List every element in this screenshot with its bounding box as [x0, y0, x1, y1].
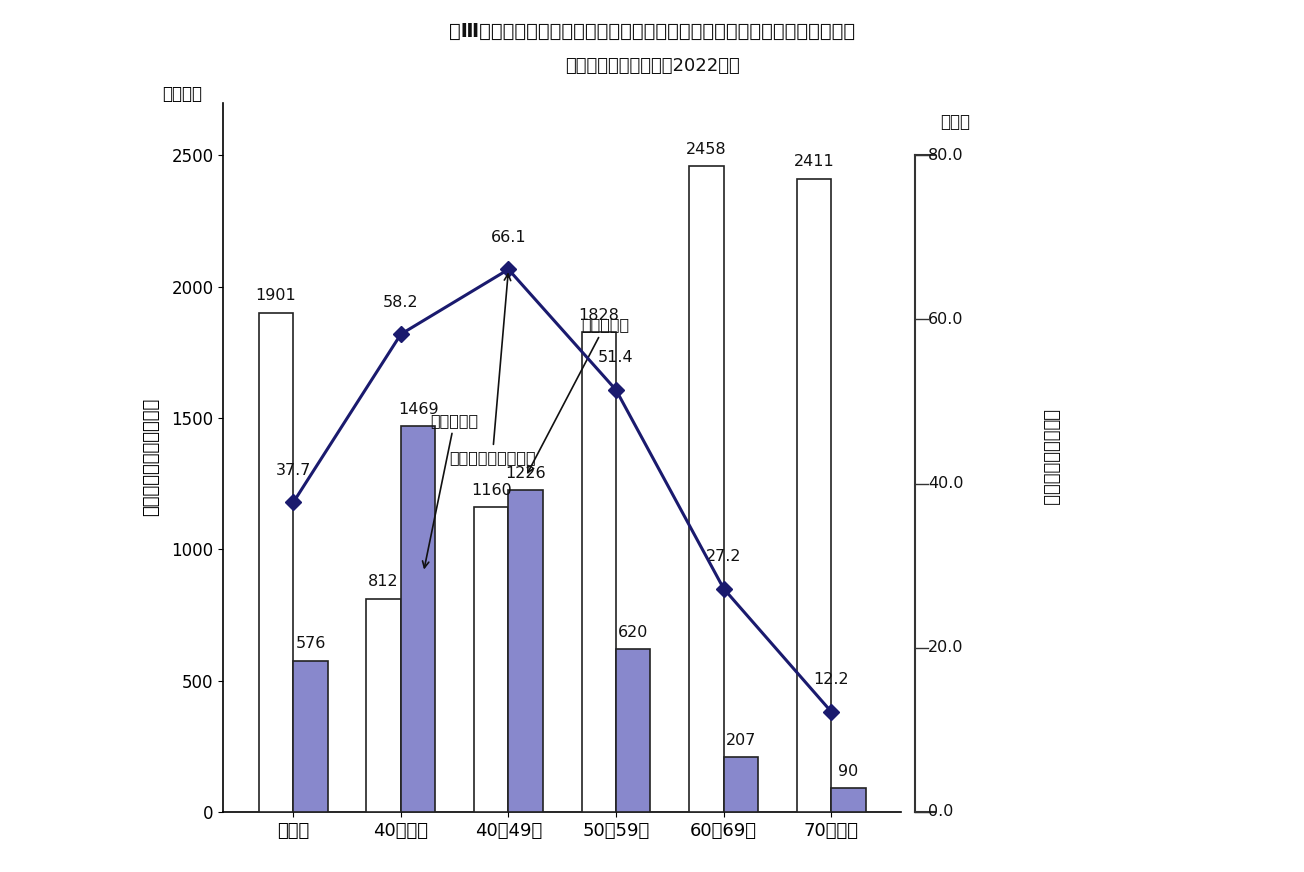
Text: 負債保有世帯の割合: 負債保有世帯の割合	[1042, 409, 1059, 506]
Text: 51.4: 51.4	[599, 351, 634, 365]
Bar	[615, 649, 651, 812]
Text: 27.2: 27.2	[705, 549, 742, 564]
Text: 12.2: 12.2	[814, 672, 849, 687]
Text: 576: 576	[295, 637, 326, 651]
Bar	[724, 758, 758, 812]
Bar	[293, 661, 327, 812]
Text: 66.1: 66.1	[490, 229, 527, 245]
Text: 812: 812	[368, 575, 399, 589]
Bar	[582, 331, 615, 812]
Text: 90: 90	[838, 764, 858, 779]
Text: 1901: 1901	[256, 289, 296, 303]
Text: 負債保有世帯の割合: 負債保有世帯の割合	[449, 274, 536, 465]
Text: 37.7: 37.7	[275, 463, 310, 478]
Text: 1226: 1226	[506, 466, 546, 480]
Bar	[509, 490, 542, 812]
Bar	[258, 312, 293, 812]
Text: 1160: 1160	[471, 483, 511, 498]
Text: 58.2: 58.2	[383, 295, 419, 310]
Text: （万円）: （万円）	[162, 85, 202, 103]
Bar	[797, 179, 831, 812]
Text: 2411: 2411	[794, 154, 835, 169]
Bar	[366, 598, 400, 812]
Text: 0.0: 0.0	[928, 804, 953, 820]
Bar	[690, 167, 724, 812]
Text: 20.0: 20.0	[928, 640, 964, 655]
Y-axis label: 谯蓄現在高・負債現在高: 谯蓄現在高・負債現在高	[142, 399, 160, 516]
Text: （％）: （％）	[940, 112, 970, 131]
Text: 207: 207	[726, 733, 756, 748]
Text: （二人以上の世帯）－2022年－: （二人以上の世帯）－2022年－	[565, 57, 739, 75]
Text: 80.0: 80.0	[928, 147, 964, 163]
Text: 1469: 1469	[398, 402, 438, 417]
Text: 1828: 1828	[579, 308, 619, 323]
Bar	[475, 508, 509, 812]
Text: 図Ⅲ－１－１　世帯主の年齢階級別谯蓄・負債現在高、負債保有世帯の割合: 図Ⅲ－１－１ 世帯主の年齢階級別谯蓄・負債現在高、負債保有世帯の割合	[449, 22, 855, 41]
Text: 負債現在高: 負債現在高	[528, 317, 630, 473]
Text: 60.0: 60.0	[928, 312, 964, 327]
Text: 谯蓄現在高: 谯蓄現在高	[422, 412, 479, 568]
Text: 2458: 2458	[686, 142, 726, 157]
Bar	[400, 426, 436, 812]
Text: 620: 620	[618, 625, 648, 640]
Text: 40.0: 40.0	[928, 476, 964, 491]
Bar	[831, 788, 866, 812]
